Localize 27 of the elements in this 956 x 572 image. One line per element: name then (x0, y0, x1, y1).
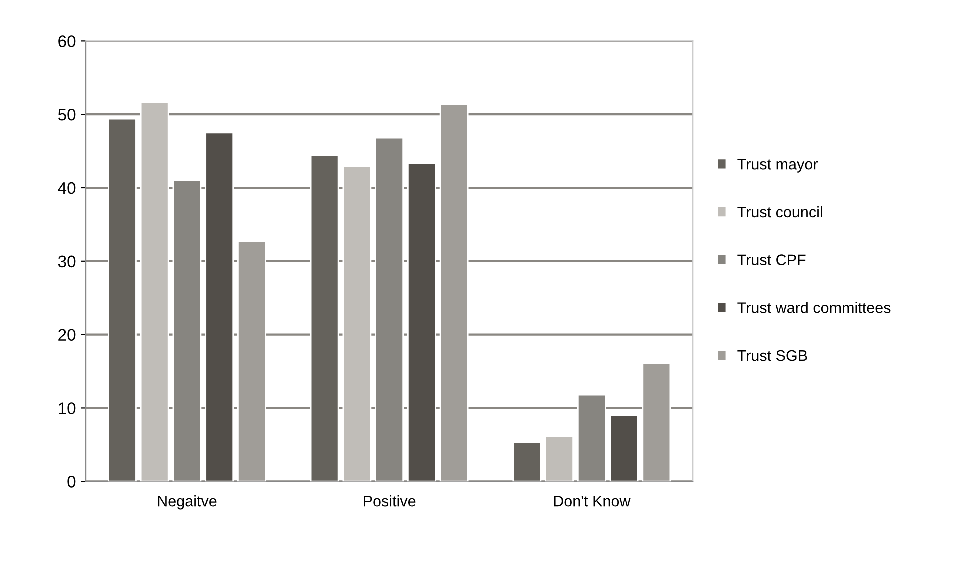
bar (407, 163, 436, 482)
y-tick-label: 60 (58, 36, 76, 48)
legend-label: Trust mayor (738, 159, 818, 173)
bar (310, 155, 340, 482)
bar (642, 362, 672, 482)
bar (545, 436, 574, 482)
bar (140, 102, 170, 482)
y-tick-label: 30 (58, 256, 76, 268)
legend-label: Trust SGB (738, 350, 808, 362)
y-tick-label: 20 (58, 329, 76, 342)
x-tick-label: Negaitve (158, 496, 217, 510)
bar (205, 132, 234, 482)
bar (610, 414, 639, 482)
bar (342, 166, 372, 482)
y-tick-label: 10 (59, 402, 76, 414)
legend-label: Trust CPF (738, 254, 806, 266)
y-tick-label: 40 (58, 182, 76, 194)
x-tick-label: Don't Know (554, 496, 631, 507)
legend-label: Trust council (738, 206, 822, 218)
bar (238, 240, 266, 482)
bar (440, 104, 469, 482)
legend-label: Trust ward committees (738, 302, 891, 314)
y-tick-label: 50 (58, 108, 76, 121)
bar (512, 442, 542, 482)
y-tick-label: 0 (68, 476, 76, 488)
bar (108, 118, 137, 482)
x-tick-label: Positive (364, 496, 416, 507)
